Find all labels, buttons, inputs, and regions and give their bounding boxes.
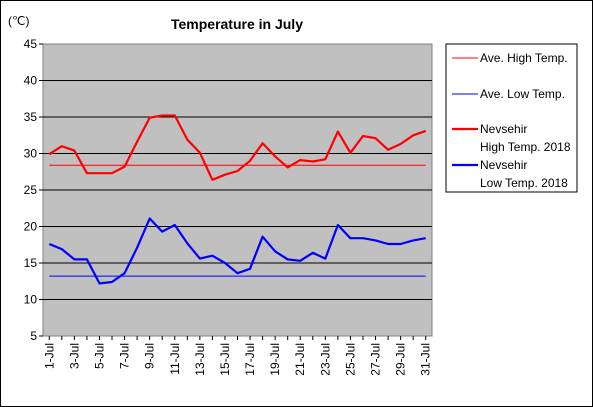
- x-tick-label: 21-Jul: [293, 343, 307, 376]
- legend-item: Nevsehir High Temp. 2018: [452, 122, 571, 154]
- legend: Ave. High Temp. Ave. Low Temp. Nevsehir Hig…: [452, 51, 571, 190]
- x-tick-label: 7-Jul: [118, 343, 132, 369]
- x-tick-label: 25-Jul: [343, 343, 357, 376]
- x-tick-label: 5-Jul: [92, 343, 106, 369]
- y-tick-label: 30: [24, 147, 38, 161]
- x-tick-label: 3-Jul: [67, 343, 81, 369]
- legend-item: Ave. High Temp.: [452, 51, 568, 65]
- legend-label: Ave. Low Temp.: [480, 87, 565, 101]
- legend-label: Nevsehir: [480, 122, 527, 136]
- y-tick-label: 5: [30, 329, 37, 343]
- legend-item: Nevsehir Low Temp. 2018: [452, 158, 568, 190]
- legend-label: Low Temp. 2018: [480, 176, 568, 190]
- x-tick-label: 17-Jul: [243, 343, 257, 376]
- y-tick-label: 40: [24, 74, 38, 88]
- chart-title: Temperature in July: [171, 16, 303, 32]
- gridlines: [43, 80, 432, 300]
- y-tick-label: 25: [24, 183, 38, 197]
- x-tick-label: 15-Jul: [218, 343, 232, 376]
- x-tick-label: 11-Jul: [168, 343, 182, 375]
- y-axis-ticks: 5 10 15 20 25 30 35 40 45: [24, 37, 43, 343]
- x-tick-label: 19-Jul: [268, 343, 282, 376]
- x-tick-label: 31-Jul: [419, 343, 433, 376]
- y-axis-unit-label: (℃): [8, 14, 29, 28]
- x-tick-label: 27-Jul: [369, 343, 383, 376]
- series-line: [48, 114, 427, 181]
- y-tick-label: 35: [24, 110, 38, 124]
- series-line: [48, 217, 426, 285]
- y-tick-label: 15: [24, 256, 38, 270]
- y-tick-label: 10: [24, 293, 38, 307]
- x-axis-ticks: 1-Jul 3-Jul 5-Jul 7-Jul 9-Jul 11-Jul 13-Jul 15-…: [42, 336, 433, 376]
- legend-box: [445, 43, 578, 193]
- legend-label: Ave. High Temp.: [480, 51, 568, 65]
- x-tick-label: 29-Jul: [394, 343, 408, 376]
- legend-label: High Temp. 2018: [480, 140, 571, 154]
- x-tick-label: 13-Jul: [193, 343, 207, 376]
- legend-item: Ave. Low Temp.: [452, 87, 565, 101]
- y-tick-label: 20: [24, 220, 38, 234]
- x-tick-label: 9-Jul: [143, 343, 157, 369]
- series-lines: [48, 114, 427, 285]
- x-tick-label: 23-Jul: [318, 343, 332, 376]
- x-tick-label: 1-Jul: [42, 343, 56, 369]
- legend-label: Nevsehir: [480, 158, 527, 172]
- y-tick-label: 45: [24, 37, 38, 51]
